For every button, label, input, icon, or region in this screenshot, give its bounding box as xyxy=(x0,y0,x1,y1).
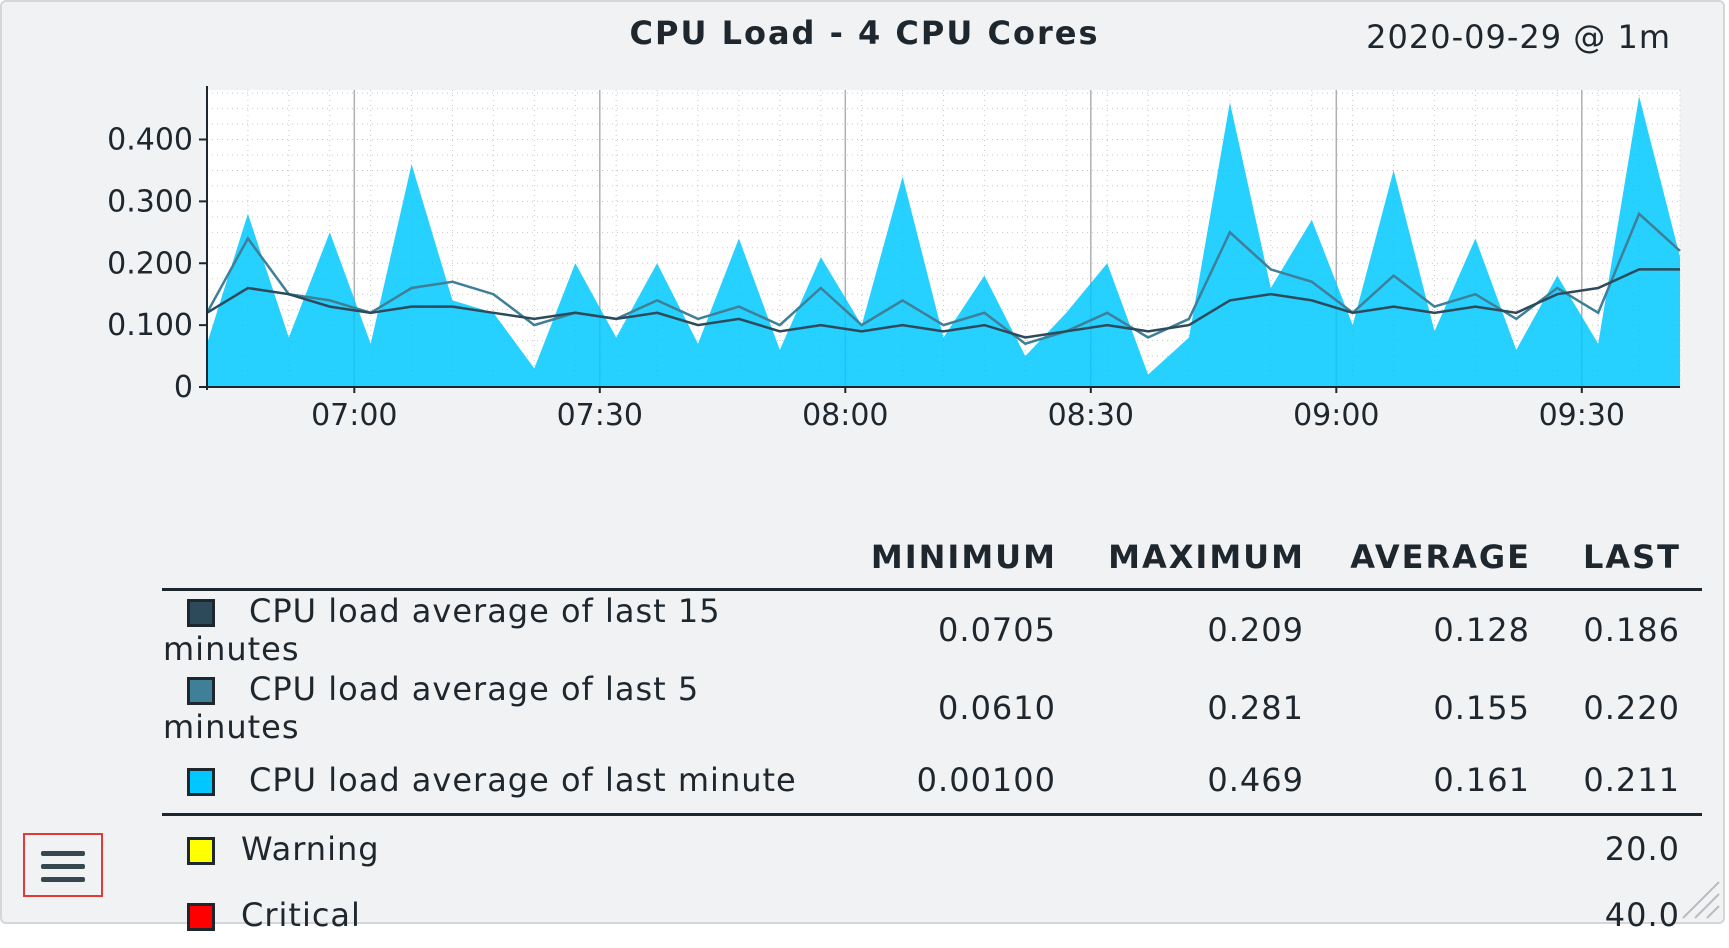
legend-header-average: AVERAGE xyxy=(1305,530,1531,590)
legend-header-last: LAST xyxy=(1531,530,1681,590)
legend-min: 0.00100 xyxy=(832,747,1057,815)
legend-label: CPU load average of last minute xyxy=(249,761,797,799)
threshold-value: 20.0 xyxy=(1531,815,1681,883)
y-tick-label: 0.300 xyxy=(107,184,193,219)
cpu-load-chart: 0 0.100 0.200 0.300 0.400 07:00 07:30 08:00 08:3… xyxy=(0,0,1729,440)
x-tick-label: 07:00 xyxy=(311,398,397,433)
graph-menu-button[interactable] xyxy=(23,833,103,897)
legend-header-minimum: MINIMUM xyxy=(832,530,1057,590)
legend-min: 0.0705 xyxy=(832,590,1057,670)
x-tick-label: 09:30 xyxy=(1539,398,1625,433)
legend-max: 0.469 xyxy=(1057,747,1305,815)
threshold-value: 40.0 xyxy=(1531,882,1681,948)
legend-header-row: MINIMUM MAXIMUM AVERAGE LAST xyxy=(162,530,1702,590)
legend-header-blank xyxy=(162,530,832,590)
legend-max: 0.209 xyxy=(1057,590,1305,670)
threshold-label: Critical xyxy=(241,896,361,934)
legend-table: MINIMUM MAXIMUM AVERAGE LAST CPU load av… xyxy=(162,530,1702,948)
hamburger-menu-icon xyxy=(41,851,85,856)
x-tick-label: 08:30 xyxy=(1048,398,1134,433)
threshold-label: Warning xyxy=(241,830,380,868)
threshold-swatch xyxy=(187,837,215,865)
y-tick-label: 0 xyxy=(174,370,193,405)
resize-handle-icon[interactable] xyxy=(1681,880,1721,920)
y-tick-label: 0.400 xyxy=(107,123,193,158)
y-tick-label: 0.200 xyxy=(107,246,193,281)
legend-header-maximum: MAXIMUM xyxy=(1057,530,1305,590)
legend-max: 0.281 xyxy=(1057,669,1305,747)
legend-label: CPU load average of last 15 minutes xyxy=(163,592,721,668)
y-tick-label: 0.100 xyxy=(107,308,193,343)
legend-row: CPU load average of last 5 minutes 0.061… xyxy=(162,669,1702,747)
legend-swatch xyxy=(187,768,215,796)
legend-avg: 0.161 xyxy=(1305,747,1531,815)
legend-swatch xyxy=(187,599,215,627)
threshold-swatch xyxy=(187,903,215,931)
legend-last: 0.220 xyxy=(1531,669,1681,747)
legend-row: CPU load average of last minute 0.00100 … xyxy=(162,747,1702,815)
legend-last: 0.186 xyxy=(1531,590,1681,670)
threshold-row: Critical 40.0 xyxy=(162,882,1702,948)
legend-last: 0.211 xyxy=(1531,747,1681,815)
legend-swatch xyxy=(187,677,215,705)
x-tick-label: 07:30 xyxy=(557,398,643,433)
x-tick-label: 09:00 xyxy=(1293,398,1379,433)
threshold-row: Warning 20.0 xyxy=(162,815,1702,883)
x-tick-label: 08:00 xyxy=(802,398,888,433)
legend-avg: 0.155 xyxy=(1305,669,1531,747)
legend-label: CPU load average of last 5 minutes xyxy=(163,670,699,746)
legend-row: CPU load average of last 15 minutes 0.07… xyxy=(162,590,1702,670)
legend-min: 0.0610 xyxy=(832,669,1057,747)
legend-avg: 0.128 xyxy=(1305,590,1531,670)
